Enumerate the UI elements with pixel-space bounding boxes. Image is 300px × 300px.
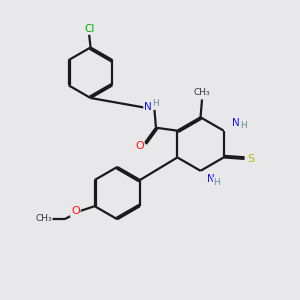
- Text: N: N: [144, 102, 152, 112]
- Text: S: S: [248, 154, 255, 164]
- Text: Cl: Cl: [84, 24, 94, 34]
- Text: N: N: [207, 174, 215, 184]
- Text: O: O: [71, 206, 80, 216]
- Text: H: H: [214, 178, 220, 187]
- Text: CH₃: CH₃: [35, 214, 52, 223]
- Text: CH₃: CH₃: [194, 88, 210, 98]
- Text: O: O: [135, 140, 144, 151]
- Text: N: N: [232, 118, 240, 128]
- Text: H: H: [240, 121, 246, 130]
- Text: H: H: [153, 99, 159, 108]
